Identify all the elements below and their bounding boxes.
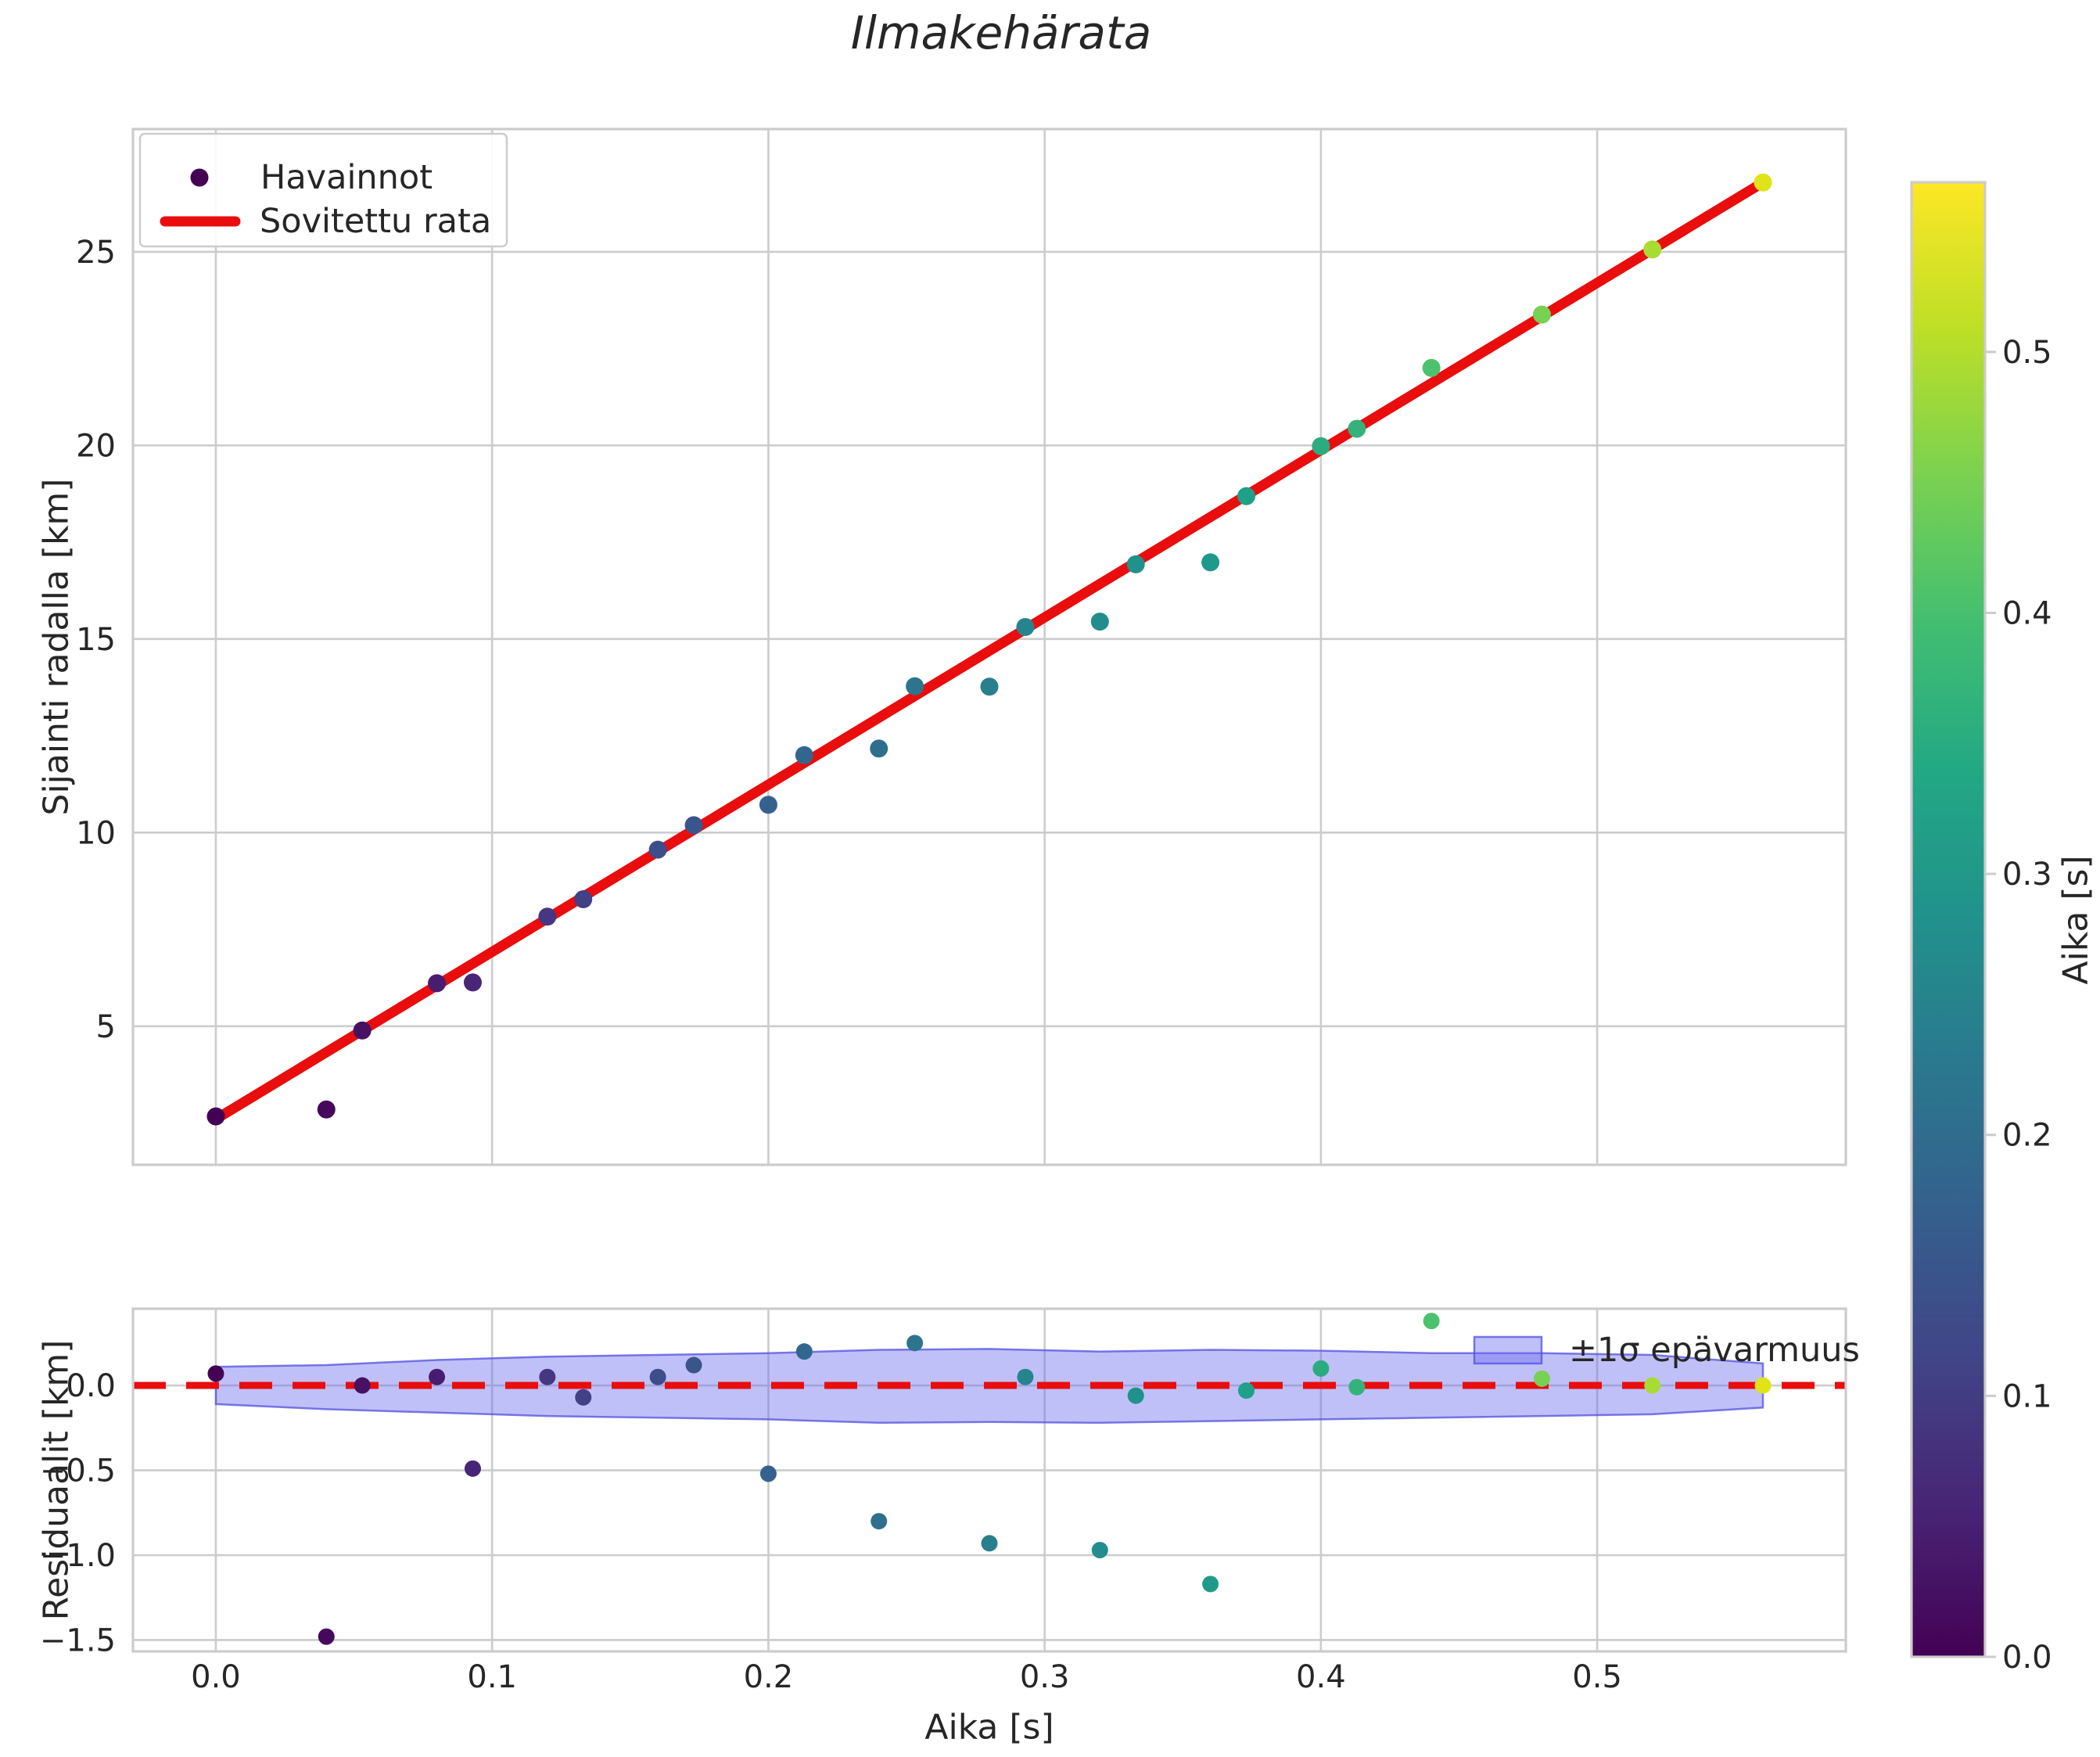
main-plot-data — [206, 173, 1772, 1126]
main-plot-frame — [131, 128, 1847, 1166]
data-point — [574, 889, 593, 908]
data-point — [870, 739, 888, 758]
x-tick-label: 0.3 — [1020, 1659, 1070, 1695]
data-point — [684, 816, 703, 835]
residual-point — [575, 1389, 592, 1406]
residual-y-axis-label: Residuaalit [km] — [36, 1339, 77, 1621]
colorbar-frame — [1910, 181, 1987, 1658]
residual-plot-data — [133, 1313, 1846, 1645]
residual-point — [318, 1628, 335, 1645]
data-point — [1090, 613, 1109, 631]
colorbar-tick-label: 0.3 — [2002, 857, 2052, 893]
data-point — [317, 1100, 336, 1119]
x-tick-label: 0.2 — [744, 1659, 794, 1695]
data-point — [906, 677, 924, 695]
residual-point — [1423, 1313, 1440, 1330]
data-point — [1312, 437, 1330, 455]
residual-point — [429, 1368, 446, 1385]
residual-point — [1348, 1378, 1366, 1396]
data-point — [1422, 358, 1441, 377]
x-axis-label: Aika [s] — [924, 1707, 1054, 1748]
data-point — [1754, 173, 1772, 192]
colorbar-tick-label: 0.4 — [2002, 595, 2052, 631]
residual-point — [906, 1335, 924, 1352]
x-tick-label: 0.1 — [467, 1659, 517, 1695]
residual-plot-tick-labels: 0.0 −0.5 −1.0 −1.5 0.0 0.1 0.2 0.3 0.4 0.5 — [40, 1368, 1622, 1695]
residual-point — [1644, 1377, 1661, 1394]
residual-point — [1017, 1368, 1034, 1385]
y-tick-label: 0.0 — [66, 1368, 116, 1404]
y-tick-label: −0.5 — [40, 1453, 116, 1489]
y-tick-label: 20 — [76, 428, 116, 464]
residual-point — [685, 1356, 702, 1374]
x-tick-label: 0.0 — [191, 1659, 241, 1695]
legend-label-fit: Sovitettu rata — [260, 202, 492, 241]
data-point — [1643, 240, 1662, 259]
colorbar-label: Aika [s] — [2055, 855, 2096, 985]
data-point — [1532, 305, 1551, 324]
axes-frame — [131, 128, 1847, 1166]
residual-point — [539, 1368, 556, 1385]
colorbar-tick-label: 0.1 — [2002, 1378, 2052, 1414]
residual-point — [1238, 1382, 1255, 1399]
residual-point — [795, 1343, 813, 1360]
residual-plot-frame — [131, 1307, 1847, 1653]
residual-point — [1127, 1387, 1144, 1404]
residual-legend-swatch — [1473, 1335, 1543, 1365]
axes-frame — [131, 1307, 1847, 1653]
data-point — [1201, 553, 1220, 572]
residual-point — [1533, 1370, 1550, 1387]
data-point — [1016, 618, 1035, 637]
residual-point — [1202, 1576, 1219, 1593]
residual-point — [871, 1513, 888, 1530]
data-point — [353, 1021, 372, 1040]
residual-legend-patch — [1473, 1335, 1543, 1365]
x-tick-label: 0.4 — [1296, 1659, 1346, 1695]
main-plot-grid — [133, 129, 1846, 1165]
legend-label-observations: Havainnot — [260, 158, 433, 197]
y-tick-label: −1.5 — [40, 1622, 116, 1658]
residual-point — [354, 1377, 371, 1394]
colorbar-tick-label: 0.5 — [2002, 335, 2052, 371]
colorbar-gradient — [1912, 182, 1985, 1657]
colorbar-tick-label: 0.2 — [2002, 1118, 2052, 1154]
y-tick-label: 15 — [76, 622, 116, 658]
residual-point — [1312, 1360, 1330, 1377]
main-plot-tick-labels: 5 10 15 20 25 — [76, 235, 116, 1045]
x-tick-label: 0.5 — [1572, 1659, 1622, 1695]
residual-point — [649, 1368, 666, 1385]
legend-marker-observations — [190, 168, 209, 187]
main-y-axis-label: Sijainti radalla [km] — [36, 478, 77, 816]
residual-point — [207, 1365, 224, 1382]
data-point — [1348, 419, 1366, 438]
residual-point — [1754, 1377, 1772, 1394]
residual-point — [981, 1535, 998, 1552]
y-tick-label: 10 — [76, 815, 116, 851]
y-tick-label: 25 — [76, 235, 116, 271]
data-point — [759, 796, 777, 814]
colorbar: 0.0 0.1 0.2 0.3 0.4 0.5 — [1910, 181, 2052, 1676]
main-plot-legend — [138, 132, 508, 248]
data-point — [206, 1107, 225, 1126]
chart-title: Ilmakehärata — [850, 6, 1152, 59]
data-point — [795, 746, 813, 764]
data-point — [1126, 555, 1145, 573]
data-point — [1237, 487, 1255, 505]
residual-legend-label: ±1σ epävarmuus — [1569, 1331, 1860, 1370]
residual-point — [1091, 1541, 1108, 1558]
residual-point — [464, 1460, 481, 1477]
data-point — [463, 973, 482, 992]
data-point — [980, 677, 999, 696]
y-tick-label: 5 — [96, 1009, 116, 1045]
data-point — [648, 840, 667, 859]
colorbar-tick-label: 0.0 — [2002, 1640, 2052, 1676]
y-tick-label: −1.0 — [40, 1538, 116, 1574]
residual-point — [759, 1465, 777, 1482]
data-point — [428, 974, 447, 993]
fitted-line — [210, 177, 1768, 1125]
data-point — [538, 907, 557, 926]
